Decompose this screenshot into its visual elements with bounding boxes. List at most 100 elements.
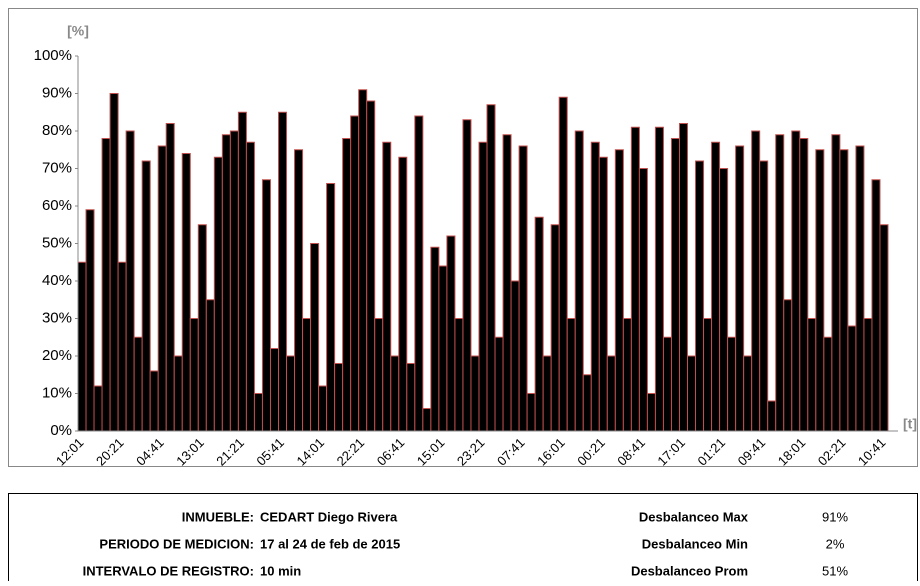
bar <box>165 123 175 432</box>
bar <box>414 115 424 432</box>
stat-label: Desbalanceo Min <box>642 536 748 551</box>
x-tick-label: 05:41 <box>253 435 287 469</box>
bar <box>141 160 151 432</box>
x-tick-label: 06:41 <box>374 435 408 469</box>
bar <box>654 126 664 432</box>
x-tick-label: 10:41 <box>855 435 889 469</box>
x-tick-label: 02:21 <box>815 435 849 469</box>
x-tick-label: 09:41 <box>735 435 769 469</box>
bar <box>149 370 159 432</box>
info-table: INMUEBLE: CEDART Diego Rivera PERIODO DE M… <box>83 509 849 578</box>
bar <box>117 261 127 432</box>
bar <box>855 145 865 432</box>
bar <box>462 119 472 432</box>
bar <box>302 318 312 432</box>
bar <box>406 363 416 432</box>
bar <box>759 160 769 432</box>
bar <box>173 355 183 432</box>
x-tick-label: 00:21 <box>574 435 608 469</box>
info-label: INTERVALO DE REGISTRO: <box>83 563 254 578</box>
bar <box>871 179 881 432</box>
bar <box>662 336 672 432</box>
x-axis-label: [t] <box>903 416 917 432</box>
y-tick-label: 30% <box>42 309 72 326</box>
bar <box>366 100 376 432</box>
bar <box>526 393 536 432</box>
bar <box>783 299 793 432</box>
bar <box>430 246 440 432</box>
x-tick-label: 21:21 <box>213 435 247 469</box>
bar <box>334 363 344 432</box>
bar <box>382 141 392 432</box>
bar <box>470 355 480 432</box>
stat-label: Desbalanceo Max <box>639 509 749 524</box>
bar <box>85 209 95 432</box>
bar <box>582 374 592 432</box>
info-value: 17 al 24 de feb de 2015 <box>260 536 400 551</box>
bar <box>590 141 600 432</box>
bar <box>342 138 352 432</box>
x-tick-label: 17:01 <box>654 435 688 469</box>
x-tick-label: 12:01 <box>53 435 87 469</box>
chart-frame <box>8 8 918 467</box>
bar <box>695 160 705 432</box>
bar <box>711 141 721 432</box>
bar <box>221 134 231 432</box>
bar <box>294 149 304 432</box>
info-value: CEDART Diego Rivera <box>260 509 398 524</box>
x-tick-label: 20:21 <box>93 435 127 469</box>
x-tick-label: 15:01 <box>414 435 448 469</box>
y-tick-label: 20% <box>42 347 72 364</box>
plot: 0% 10% 20% 30% 40% 50% 60% 70% 80% 90% 100% 12:01 20… <box>34 47 898 469</box>
bar <box>831 134 841 432</box>
bar <box>550 224 560 432</box>
y-axis-label: [%] <box>67 23 89 39</box>
bar <box>286 355 296 432</box>
bar <box>229 130 239 432</box>
bar <box>630 126 640 432</box>
bar <box>494 336 504 432</box>
bar <box>454 318 464 432</box>
bar <box>77 261 87 432</box>
x-tick-label: 23:21 <box>454 435 488 469</box>
bar <box>727 336 737 432</box>
bar <box>687 355 697 432</box>
x-tick-label: 01:21 <box>695 435 729 469</box>
bar <box>622 318 632 432</box>
bar <box>670 138 680 432</box>
bar <box>815 149 825 432</box>
bar <box>253 393 263 432</box>
bar <box>839 149 849 432</box>
bar <box>245 141 255 432</box>
bar <box>101 138 111 432</box>
bar <box>767 400 777 432</box>
bar <box>310 243 320 432</box>
bar <box>277 111 288 432</box>
bar <box>109 93 119 432</box>
bar <box>719 168 729 432</box>
y-tick-label: 80% <box>42 122 72 139</box>
x-tick-label: 04:41 <box>133 435 167 469</box>
stat-value: 51% <box>822 563 848 578</box>
bar <box>614 149 624 432</box>
bar <box>879 224 889 432</box>
bar <box>502 134 512 432</box>
bar <box>181 153 191 432</box>
bar <box>157 145 167 432</box>
y-tick-label: 10% <box>42 384 72 401</box>
stat-label: Desbalanceo Prom <box>631 563 748 578</box>
x-tick-label: 14:01 <box>294 435 328 469</box>
bar <box>422 408 432 432</box>
bar <box>93 385 103 432</box>
bar <box>350 115 360 432</box>
x-tick-label: 16:01 <box>534 435 568 469</box>
bar <box>703 318 713 432</box>
bar <box>598 156 608 432</box>
bar <box>574 130 584 432</box>
bar <box>558 96 568 432</box>
bar <box>646 393 656 432</box>
bar <box>775 134 785 432</box>
bar <box>510 280 520 432</box>
bar <box>791 130 801 432</box>
